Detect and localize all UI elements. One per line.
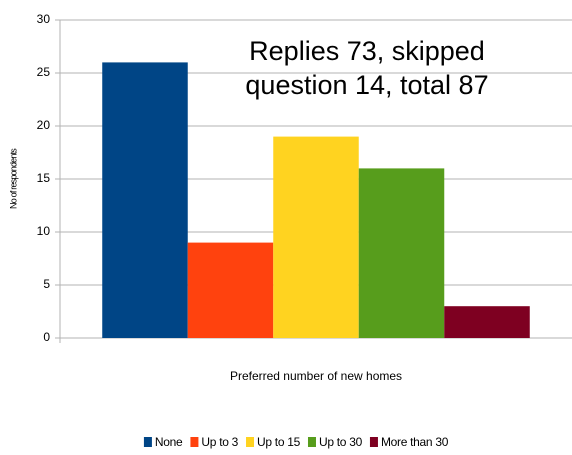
x-axis-label: Preferred number of new homes: [230, 369, 402, 383]
y-tick-label: 10: [37, 224, 51, 238]
legend-swatch: [190, 437, 199, 447]
y-tick-label: 0: [43, 330, 50, 344]
bar: [358, 168, 445, 338]
legend-label: Up to 15: [257, 435, 301, 449]
annotation: Replies 73, skipped: [249, 36, 485, 66]
legend-swatch: [369, 437, 378, 447]
bar: [102, 62, 188, 339]
y-axis-label: No of respondents: [8, 148, 18, 209]
bar: [444, 306, 530, 338]
legend-swatch: [307, 437, 316, 447]
y-tick-label: 25: [37, 65, 51, 79]
y-tick-label: 5: [43, 277, 50, 291]
legend-label: Up to 30: [319, 435, 363, 449]
y-tick-label: 20: [37, 118, 51, 132]
y-tick-label: 15: [37, 171, 51, 185]
legend-label: None: [155, 435, 183, 449]
legend: None Up to 3 Up to 15 Up to 30 More than 30: [143, 435, 449, 449]
legend-swatch: [143, 437, 152, 447]
legend-label: Up to 3: [201, 435, 238, 449]
annotation: question 14, total 87: [245, 70, 488, 100]
legend-label: More than 30: [381, 435, 449, 449]
y-tick-label: 30: [37, 12, 51, 26]
legend-swatch: [246, 437, 255, 447]
bar: [273, 136, 359, 338]
bar: [187, 242, 274, 338]
